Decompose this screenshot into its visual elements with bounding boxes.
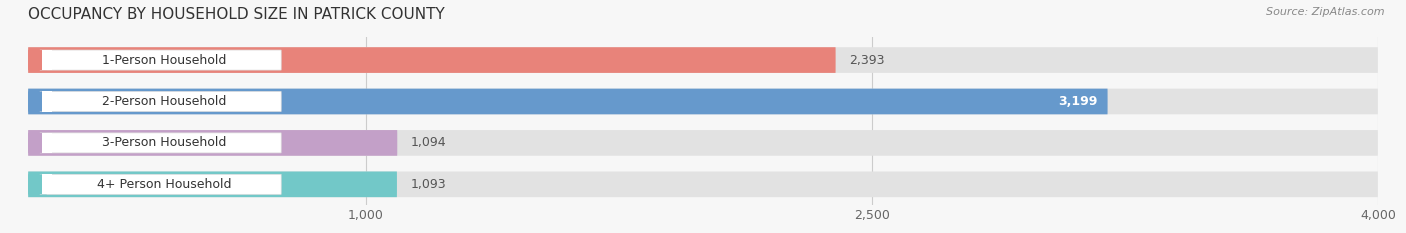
Text: 2-Person Household: 2-Person Household (101, 95, 226, 108)
Text: 1-Person Household: 1-Person Household (101, 54, 226, 67)
Text: Source: ZipAtlas.com: Source: ZipAtlas.com (1267, 7, 1385, 17)
FancyBboxPatch shape (39, 50, 281, 70)
Text: 3-Person Household: 3-Person Household (101, 136, 226, 149)
Text: 1,093: 1,093 (411, 178, 446, 191)
FancyBboxPatch shape (28, 171, 396, 197)
Text: OCCUPANCY BY HOUSEHOLD SIZE IN PATRICK COUNTY: OCCUPANCY BY HOUSEHOLD SIZE IN PATRICK C… (28, 7, 444, 22)
Text: 1,094: 1,094 (411, 136, 446, 149)
FancyBboxPatch shape (28, 171, 1378, 197)
FancyBboxPatch shape (28, 50, 46, 70)
Text: 3,199: 3,199 (1059, 95, 1098, 108)
FancyBboxPatch shape (28, 89, 1378, 114)
FancyBboxPatch shape (42, 50, 52, 70)
Text: 4+ Person Household: 4+ Person Household (97, 178, 231, 191)
FancyBboxPatch shape (39, 92, 281, 112)
FancyBboxPatch shape (28, 47, 835, 73)
FancyBboxPatch shape (28, 130, 1378, 156)
FancyBboxPatch shape (28, 92, 46, 112)
FancyBboxPatch shape (28, 133, 46, 153)
FancyBboxPatch shape (28, 174, 46, 194)
FancyBboxPatch shape (28, 130, 398, 156)
FancyBboxPatch shape (28, 47, 1378, 73)
FancyBboxPatch shape (28, 89, 1108, 114)
Text: 2,393: 2,393 (849, 54, 884, 67)
FancyBboxPatch shape (42, 174, 52, 194)
FancyBboxPatch shape (42, 92, 52, 112)
FancyBboxPatch shape (42, 133, 52, 153)
FancyBboxPatch shape (39, 133, 281, 153)
FancyBboxPatch shape (39, 174, 281, 194)
